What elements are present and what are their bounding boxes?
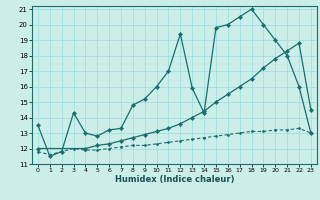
X-axis label: Humidex (Indice chaleur): Humidex (Indice chaleur) bbox=[115, 175, 234, 184]
